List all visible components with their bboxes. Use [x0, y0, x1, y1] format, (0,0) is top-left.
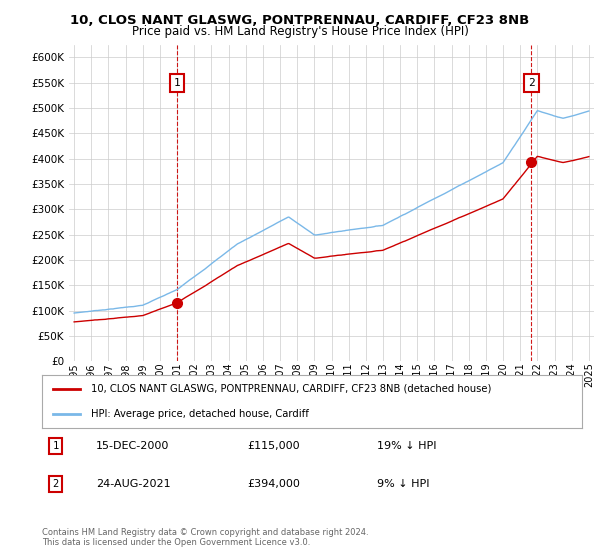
Text: Contains HM Land Registry data © Crown copyright and database right 2024.
This d: Contains HM Land Registry data © Crown c… — [42, 528, 368, 548]
Text: £394,000: £394,000 — [247, 479, 300, 489]
Text: 1: 1 — [174, 78, 181, 88]
Text: 1: 1 — [52, 441, 59, 451]
Text: HPI: Average price, detached house, Cardiff: HPI: Average price, detached house, Card… — [91, 408, 308, 418]
Text: 2: 2 — [528, 78, 535, 88]
Text: 9% ↓ HPI: 9% ↓ HPI — [377, 479, 430, 489]
Text: Price paid vs. HM Land Registry's House Price Index (HPI): Price paid vs. HM Land Registry's House … — [131, 25, 469, 38]
Text: 24-AUG-2021: 24-AUG-2021 — [96, 479, 170, 489]
Text: 15-DEC-2000: 15-DEC-2000 — [96, 441, 169, 451]
Text: 10, CLOS NANT GLASWG, PONTPRENNAU, CARDIFF, CF23 8NB (detached house): 10, CLOS NANT GLASWG, PONTPRENNAU, CARDI… — [91, 384, 491, 394]
Text: 10, CLOS NANT GLASWG, PONTPRENNAU, CARDIFF, CF23 8NB: 10, CLOS NANT GLASWG, PONTPRENNAU, CARDI… — [70, 14, 530, 27]
Text: £115,000: £115,000 — [247, 441, 300, 451]
Text: 2: 2 — [52, 479, 59, 489]
Text: 19% ↓ HPI: 19% ↓ HPI — [377, 441, 436, 451]
